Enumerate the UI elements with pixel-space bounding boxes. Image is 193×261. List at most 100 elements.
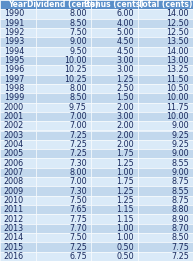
- Text: 7.50: 7.50: [69, 233, 87, 242]
- Bar: [36, 84, 91, 93]
- Bar: [36, 158, 91, 168]
- Bar: [36, 168, 91, 177]
- Bar: [138, 140, 193, 149]
- Bar: [36, 65, 91, 75]
- Text: 10.00: 10.00: [167, 112, 189, 121]
- Bar: [91, 140, 138, 149]
- Text: 2007: 2007: [4, 168, 24, 177]
- Bar: [0, 112, 36, 121]
- Text: 1.00: 1.00: [117, 233, 134, 242]
- Text: 1990: 1990: [4, 9, 24, 19]
- Text: 8.75: 8.75: [171, 177, 189, 186]
- Bar: [36, 0, 91, 9]
- Bar: [91, 28, 138, 37]
- Bar: [0, 149, 36, 158]
- Bar: [91, 242, 138, 252]
- Text: 7.65: 7.65: [69, 205, 87, 214]
- Text: 8.55: 8.55: [171, 187, 189, 195]
- Bar: [138, 214, 193, 224]
- Text: 7.75: 7.75: [171, 242, 189, 252]
- Text: 1.00: 1.00: [117, 168, 134, 177]
- Text: 13.50: 13.50: [167, 37, 189, 46]
- Text: 2013: 2013: [4, 224, 24, 233]
- Text: 11.75: 11.75: [166, 103, 189, 112]
- Bar: [36, 37, 91, 47]
- Text: 1.50: 1.50: [117, 93, 134, 102]
- Bar: [0, 233, 36, 242]
- Bar: [138, 47, 193, 56]
- Bar: [138, 168, 193, 177]
- Bar: [91, 252, 138, 261]
- Text: 14.00: 14.00: [167, 47, 189, 56]
- Text: Year: Year: [8, 0, 27, 9]
- Bar: [91, 84, 138, 93]
- Text: 7.25: 7.25: [69, 149, 87, 158]
- Bar: [91, 56, 138, 65]
- Text: Dividend (cents): Dividend (cents): [27, 0, 99, 9]
- Bar: [138, 84, 193, 93]
- Text: 3.00: 3.00: [117, 66, 134, 74]
- Bar: [138, 56, 193, 65]
- Bar: [0, 177, 36, 186]
- Text: 1.25: 1.25: [116, 196, 134, 205]
- Text: 10.25: 10.25: [64, 75, 87, 84]
- Bar: [36, 112, 91, 121]
- Bar: [0, 37, 36, 47]
- Text: 9.00: 9.00: [172, 121, 189, 130]
- Bar: [0, 47, 36, 56]
- Text: 1991: 1991: [4, 19, 24, 28]
- Bar: [36, 214, 91, 224]
- Bar: [36, 149, 91, 158]
- Text: 7.70: 7.70: [69, 224, 87, 233]
- Bar: [138, 121, 193, 130]
- Text: 0.50: 0.50: [117, 252, 134, 261]
- Text: 7.25: 7.25: [69, 131, 87, 140]
- Bar: [0, 168, 36, 177]
- Text: 2.00: 2.00: [117, 140, 134, 149]
- Text: 2006: 2006: [4, 159, 24, 168]
- Text: 9.25: 9.25: [171, 140, 189, 149]
- Text: 8.75: 8.75: [171, 196, 189, 205]
- Text: 2010: 2010: [4, 196, 24, 205]
- Bar: [36, 9, 91, 19]
- Bar: [138, 103, 193, 112]
- Text: 2008: 2008: [4, 177, 24, 186]
- Text: 8.80: 8.80: [172, 205, 189, 214]
- Bar: [91, 224, 138, 233]
- Bar: [36, 19, 91, 28]
- Bar: [138, 93, 193, 103]
- Bar: [0, 75, 36, 84]
- Text: 7.30: 7.30: [69, 159, 87, 168]
- Text: 4.00: 4.00: [117, 19, 134, 28]
- Bar: [138, 158, 193, 168]
- Text: 2.00: 2.00: [117, 103, 134, 112]
- Text: 12.50: 12.50: [166, 28, 189, 37]
- Bar: [138, 196, 193, 205]
- Bar: [0, 28, 36, 37]
- Bar: [0, 93, 36, 103]
- Text: 2001: 2001: [4, 112, 24, 121]
- Bar: [36, 75, 91, 84]
- Text: 7.25: 7.25: [171, 252, 189, 261]
- Bar: [138, 75, 193, 84]
- Bar: [91, 130, 138, 140]
- Text: 7.00: 7.00: [69, 121, 87, 130]
- Bar: [36, 196, 91, 205]
- Text: 1997: 1997: [4, 75, 24, 84]
- Text: 2011: 2011: [4, 205, 24, 214]
- Bar: [0, 140, 36, 149]
- Text: 2015: 2015: [4, 242, 24, 252]
- Bar: [36, 242, 91, 252]
- Text: 1994: 1994: [4, 47, 24, 56]
- Bar: [36, 93, 91, 103]
- Bar: [91, 177, 138, 186]
- Text: 2009: 2009: [4, 187, 24, 195]
- Bar: [0, 196, 36, 205]
- Bar: [36, 224, 91, 233]
- Bar: [0, 9, 36, 19]
- Bar: [0, 242, 36, 252]
- Text: 7.50: 7.50: [69, 28, 87, 37]
- Text: Total (cents): Total (cents): [138, 0, 193, 9]
- Bar: [36, 56, 91, 65]
- Bar: [36, 233, 91, 242]
